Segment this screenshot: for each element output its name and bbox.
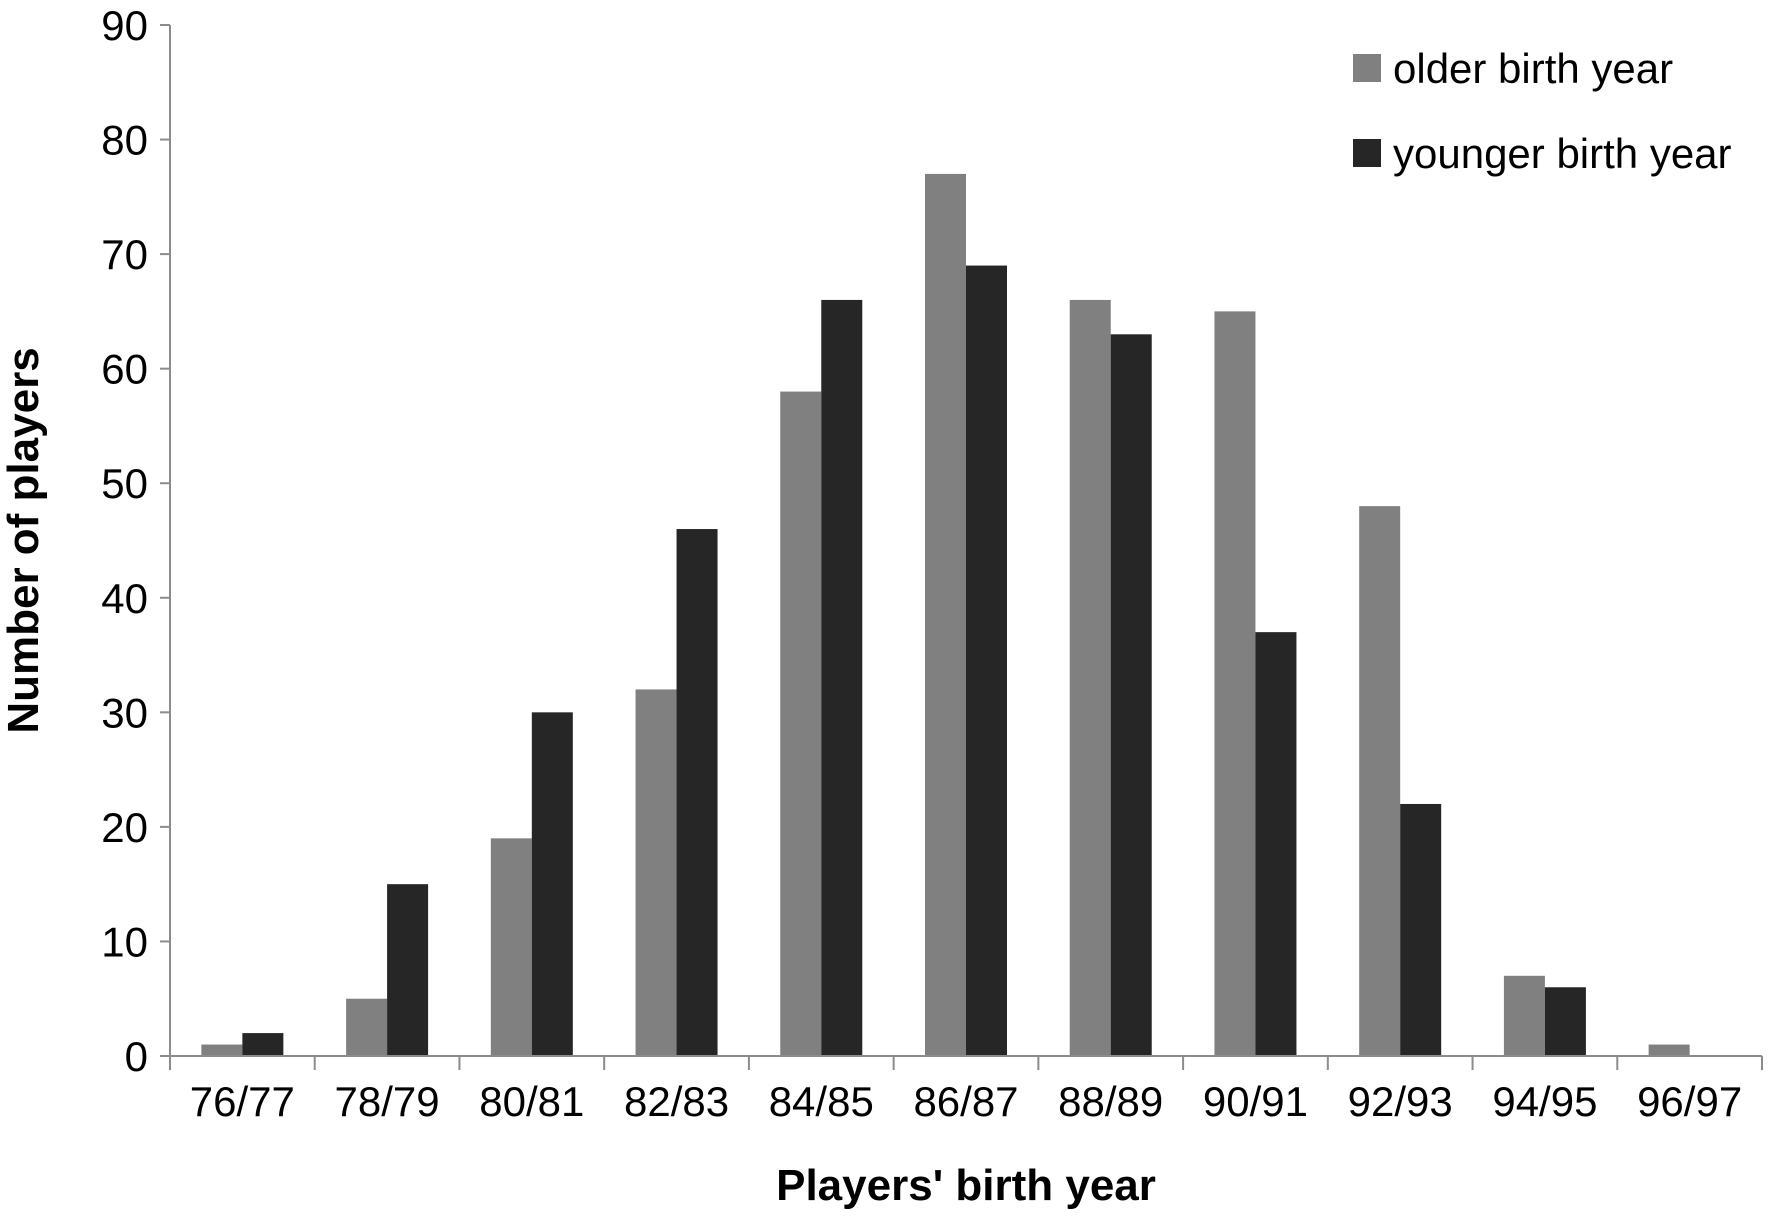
bar-older (635, 689, 677, 1056)
y-tick-label: 30 (101, 689, 148, 736)
bar-older (780, 391, 822, 1057)
bar-younger (1255, 632, 1297, 1056)
y-tick-label: 80 (101, 117, 148, 164)
bar-older (346, 998, 388, 1056)
x-tick-label: 76/77 (190, 1078, 295, 1125)
y-tick-label: 50 (101, 460, 148, 507)
bars (201, 173, 1690, 1057)
y-axis-ticks: 0 10 20 30 40 50 60 70 80 90 (101, 2, 170, 1080)
x-tick-label: 92/93 (1348, 1078, 1453, 1125)
bar-younger (242, 1033, 284, 1056)
x-tick-label: 96/97 (1637, 1078, 1742, 1125)
x-tick-label: 90/91 (1203, 1078, 1308, 1125)
y-tick-label: 70 (101, 231, 148, 278)
bar-older (1503, 975, 1545, 1056)
bar-older (201, 1044, 243, 1056)
bar-younger (1110, 334, 1152, 1056)
bar-older (1359, 506, 1401, 1057)
x-axis-ticks: 76/77 78/79 80/81 82/83 84/85 86/87 88/89 90/91… (169, 1056, 1763, 1125)
legend-swatch-older (1353, 54, 1381, 82)
x-tick-label: 86/87 (913, 1078, 1018, 1125)
y-tick-label: 20 (101, 804, 148, 851)
bar-younger (1544, 987, 1586, 1056)
bar-younger (966, 265, 1007, 1057)
bar-older (1214, 311, 1256, 1056)
x-tick-label: 94/95 (1492, 1078, 1597, 1125)
x-tick-label: 82/83 (624, 1078, 729, 1125)
y-tick-label: 10 (101, 918, 148, 965)
bar-older (490, 838, 532, 1056)
bar-younger (387, 884, 429, 1056)
x-axis-title: Players' birth year (776, 1161, 1156, 1210)
y-tick-label: 40 (101, 575, 148, 622)
legend-label-older: older birth year (1393, 45, 1673, 92)
y-tick-label: 60 (101, 346, 148, 393)
x-tick-label: 80/81 (479, 1078, 584, 1125)
bar-older (925, 173, 966, 1056)
bar-younger (676, 529, 718, 1056)
bar-younger (821, 299, 863, 1056)
bar-younger (1400, 803, 1442, 1056)
legend-swatch-younger (1353, 139, 1381, 167)
x-tick-label: 88/89 (1058, 1078, 1163, 1125)
x-tick-label: 84/85 (769, 1078, 874, 1125)
y-tick-label: 0 (125, 1033, 148, 1080)
bar-older (1648, 1044, 1690, 1056)
y-axis-title: Number of players (0, 347, 48, 733)
legend-label-younger: younger birth year (1393, 130, 1732, 177)
bar-older (1069, 299, 1111, 1056)
legend: older birth year younger birth year (1353, 45, 1732, 177)
x-tick-label: 78/79 (335, 1078, 440, 1125)
y-tick-label: 90 (101, 2, 148, 49)
bar-younger (531, 712, 573, 1056)
